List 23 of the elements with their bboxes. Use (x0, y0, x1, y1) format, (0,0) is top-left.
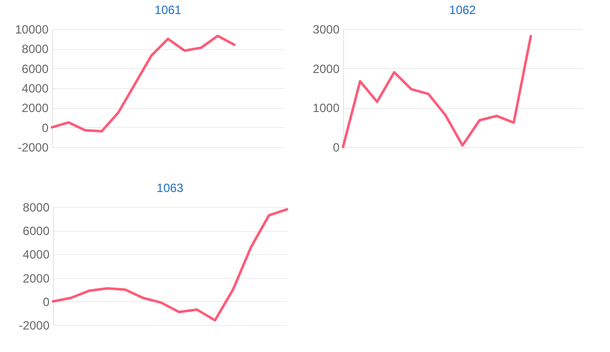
y-tick-label: 4000 (22, 248, 50, 262)
line-series (342, 34, 532, 148)
y-tick-label: 8000 (22, 42, 49, 56)
chart-title: 1061 (154, 3, 182, 17)
y-tick-label: 3000 (312, 22, 340, 36)
y-tick-label: 4000 (22, 82, 49, 96)
y-tick-label: 2000 (312, 62, 340, 76)
y-tick-label: 2000 (22, 271, 50, 286)
y-tick-label: 6000 (22, 224, 50, 238)
y-tick-label: -2000 (18, 318, 50, 332)
y-tick-label: 0 (332, 140, 340, 154)
y-tick-label: 6000 (22, 62, 49, 76)
y-tick-label: 8000 (22, 200, 50, 214)
y-tick-label: 2000 (22, 101, 49, 116)
line-series (50, 34, 236, 133)
y-tick-label: 0 (42, 294, 50, 309)
y-tick-label: 10000 (15, 22, 49, 36)
chart-title: 1063 (156, 181, 184, 195)
chart-title: 1062 (449, 3, 476, 17)
line-series (52, 208, 288, 322)
y-tick-label: 1000 (312, 101, 340, 116)
y-tick-label: -2000 (18, 140, 49, 154)
y-tick-label: 0 (42, 120, 49, 135)
